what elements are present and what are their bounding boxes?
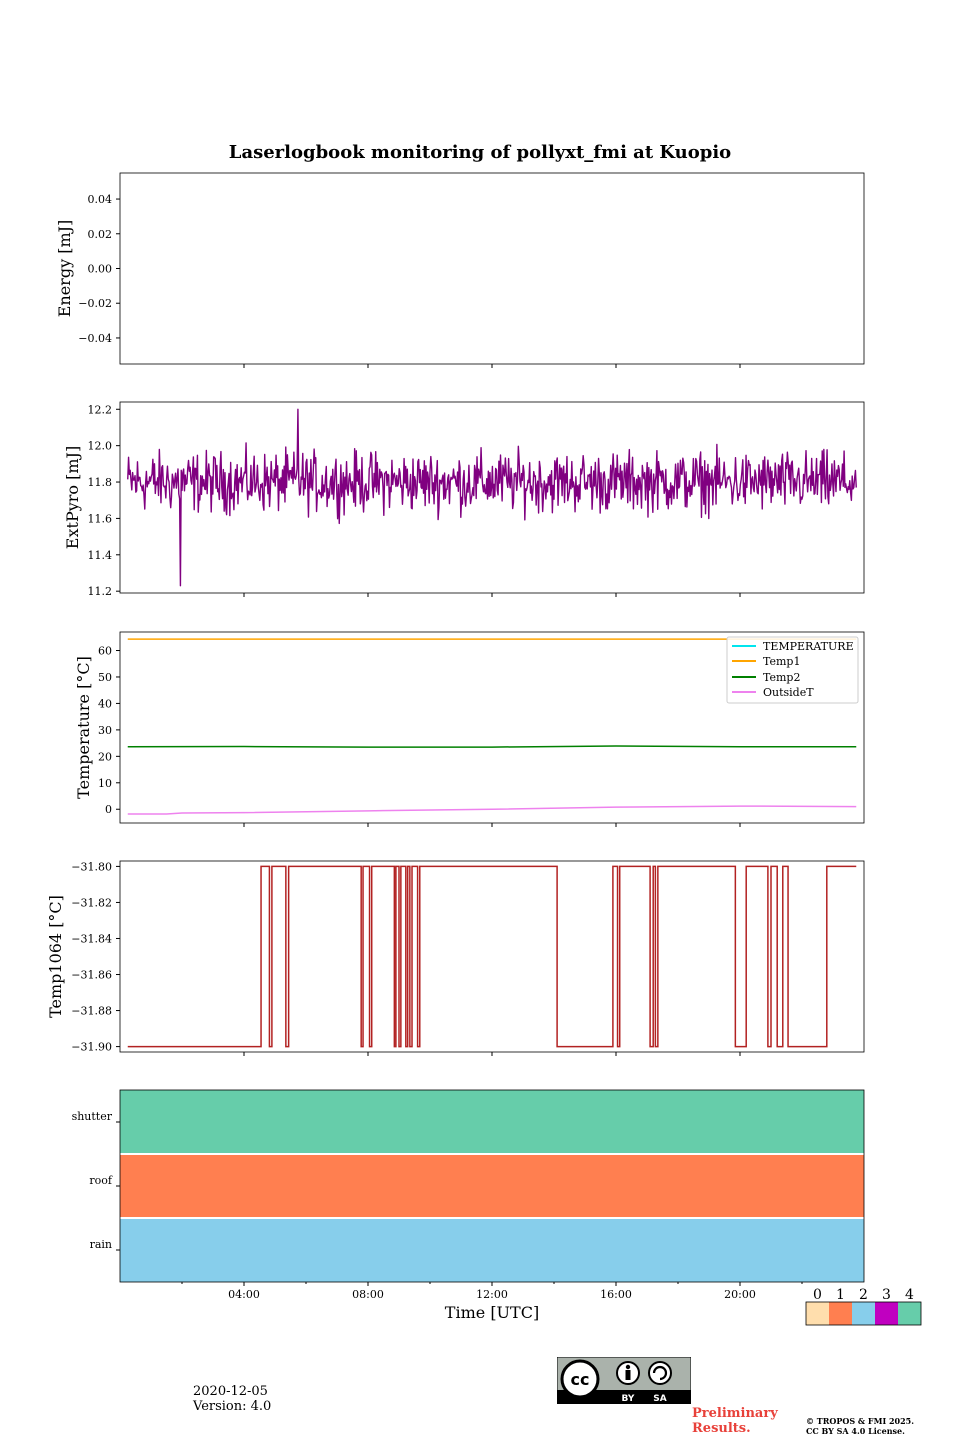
energy-xtick-group [243, 364, 741, 368]
energy-axes-frame [119, 172, 865, 365]
by-person-head [625, 1364, 631, 1370]
ytick-label: 60 [98, 645, 112, 658]
colorbar-frame [805, 1301, 922, 1326]
version-text: Version: 4.0 [193, 1399, 272, 1414]
temp2-series-line [127, 745, 857, 748]
ytick-label: 40 [98, 697, 112, 710]
ytick-label: −0.04 [78, 332, 112, 345]
colorbar-label: 4 [905, 1287, 914, 1303]
temp1064-ylabel: Temp1064 [°C] [46, 895, 65, 1018]
temperature-ylabel: Temperature [°C] [74, 656, 93, 799]
sa-arrow [652, 1365, 668, 1381]
xtick-label: 08:00 [352, 1288, 384, 1301]
ytick-label: 0.02 [88, 228, 113, 241]
status-band-rain [120, 1219, 864, 1282]
date-text: 2020-12-05 [193, 1384, 268, 1399]
legend-frame [726, 636, 859, 704]
by-person-body [625, 1370, 631, 1380]
ytick-label: −31.80 [71, 860, 112, 873]
extpyro-axes-frame [119, 401, 865, 594]
cc-icon-text: cc [571, 1370, 590, 1389]
legend-label-outsidet: OutsideT [763, 686, 814, 699]
colorbar-label: 2 [859, 1287, 868, 1303]
colorbar-cell [898, 1302, 921, 1325]
legend-label-temperature: TEMPERATURE [763, 640, 854, 653]
ytick-label: −31.88 [71, 1005, 112, 1018]
status-band-roof [120, 1155, 864, 1217]
ytick-label: −31.84 [71, 932, 112, 945]
ytick-label: −31.82 [71, 896, 112, 909]
legend-label-temp1: Temp1 [763, 655, 800, 668]
colorbar-label: 0 [813, 1287, 822, 1303]
temp1064-ytick-group: −31.80 −31.82 −31.84 −31.86 −31.88 −31.90 [71, 860, 120, 1054]
x-axis-label: Time [UTC] [445, 1303, 539, 1322]
ytick-label: −31.86 [71, 969, 112, 982]
ytick-label: 11.4 [88, 549, 113, 562]
status-panel: shutter roof rain 04:00 08:00 12:00 16:00 20… [72, 1089, 865, 1322]
energy-panel: Energy [mJ] 0.04 0.02 0.00 −0.02 −0.04 [55, 172, 865, 368]
ytick-label: 20 [98, 750, 112, 763]
date-version-info: 2020-12-05 Version: 4.0 [193, 1384, 271, 1414]
cc-icon [560, 1359, 600, 1399]
ytick-label: 50 [98, 671, 112, 684]
cc-by-sa-license-badge: cc BY SA [557, 1357, 691, 1404]
ytick-label: 0.04 [88, 193, 113, 206]
colorbar-label: 1 [836, 1287, 845, 1303]
colorbar-cell [875, 1302, 898, 1325]
ytick-label: 11.6 [88, 512, 113, 525]
ytick-label: 12.2 [88, 403, 113, 416]
ytick-label: 0 [105, 803, 112, 816]
temperature-panel: Temperature [°C] 60 50 40 30 20 10 0 TEMPERATU… [74, 631, 865, 827]
ytick-label: 11.2 [88, 585, 113, 598]
legend-label-temp2: Temp2 [763, 671, 800, 684]
badge-by-label: BY [622, 1394, 635, 1404]
xtick-label: 04:00 [228, 1288, 260, 1301]
extpyro-series-line [127, 408, 857, 587]
colorbar-cell [829, 1302, 852, 1325]
colorbar-label: 3 [882, 1287, 891, 1303]
temp1064-series-line [127, 865, 857, 1048]
colorbar-cell [852, 1302, 875, 1325]
colorbar-cell [806, 1302, 829, 1325]
temperature-legend: TEMPERATURE Temp1 Temp2 OutsideT [726, 636, 859, 704]
outsidet-series-line [127, 805, 857, 815]
xtick-label: 16:00 [600, 1288, 632, 1301]
badge-sa-label: SA [653, 1394, 666, 1404]
copyright-notice: © TROPOS & FMI 2025. CC BY SA 4.0 Licens… [806, 1416, 915, 1436]
temperature-ytick-group: 60 50 40 30 20 10 0 [98, 645, 120, 816]
extpyro-ylabel: ExtPyro [mJ] [63, 446, 82, 549]
extpyro-ytick-group: 12.2 12.0 11.8 11.6 11.4 11.2 [88, 403, 120, 598]
extpyro-panel: ExtPyro [mJ] 12.2 12.0 11.8 11.6 11.4 11.2 [63, 401, 865, 598]
temp1064-panel: Temp1064 [°C] −31.80−31.82−31.84−31.86−3… [46, 860, 865, 1056]
status-xtick-group: 04:00 08:00 12:00 16:00 20:00 [181, 1282, 803, 1301]
ytick-label: 30 [98, 724, 112, 737]
ytick-label: 11.8 [88, 476, 113, 489]
status-ylabel-shutter: shutter [72, 1110, 113, 1123]
ytick-label: 10 [98, 777, 112, 790]
xtick-label: 20:00 [724, 1288, 756, 1301]
ytick-label: −31.90 [71, 1041, 112, 1054]
figure-title: Laserlogbook monitoring of pollyxt_fmi a… [229, 142, 731, 163]
status-ylabel-rain: rain [90, 1238, 112, 1251]
ytick-label: 12.0 [88, 440, 113, 453]
status-ylabel-roof: roof [89, 1174, 113, 1187]
temperature-xtick-group [243, 823, 741, 827]
energy-ytick-group: 0.04 0.02 0.00 −0.02 −0.04 [78, 193, 120, 345]
xtick-label: 12:00 [476, 1288, 508, 1301]
temp1064-axes-frame [119, 860, 865, 1053]
extpyro-xtick-group [243, 593, 741, 597]
temp1064-xtick-group [243, 1052, 741, 1056]
ytick-label: 0.00 [88, 263, 113, 276]
energy-ylabel: Energy [mJ] [55, 220, 74, 318]
ytick-label: −0.02 [78, 297, 112, 310]
sa-share-icon [648, 1361, 672, 1385]
status-band-shutter [120, 1090, 864, 1153]
preliminary-results-label: Preliminary Results. [692, 1406, 778, 1436]
